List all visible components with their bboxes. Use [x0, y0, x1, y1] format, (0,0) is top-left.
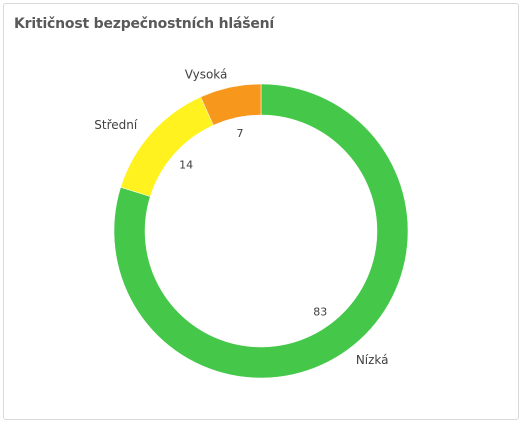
category-label-stredni: Střední [94, 118, 138, 132]
value-label-nizka: 83 [313, 306, 327, 319]
value-label-vysoka: 7 [237, 127, 244, 140]
value-label-stredni: 14 [179, 159, 193, 172]
slice-nizka[interactable] [113, 83, 409, 379]
chart-title: Kritičnost bezpečnostních hlášení [14, 16, 275, 32]
slice-stredni[interactable] [120, 96, 214, 197]
slice-vysoka[interactable] [200, 83, 262, 126]
category-label-nizka: Nízká [356, 353, 389, 367]
category-label-vysoka: Vysoká [185, 68, 228, 82]
